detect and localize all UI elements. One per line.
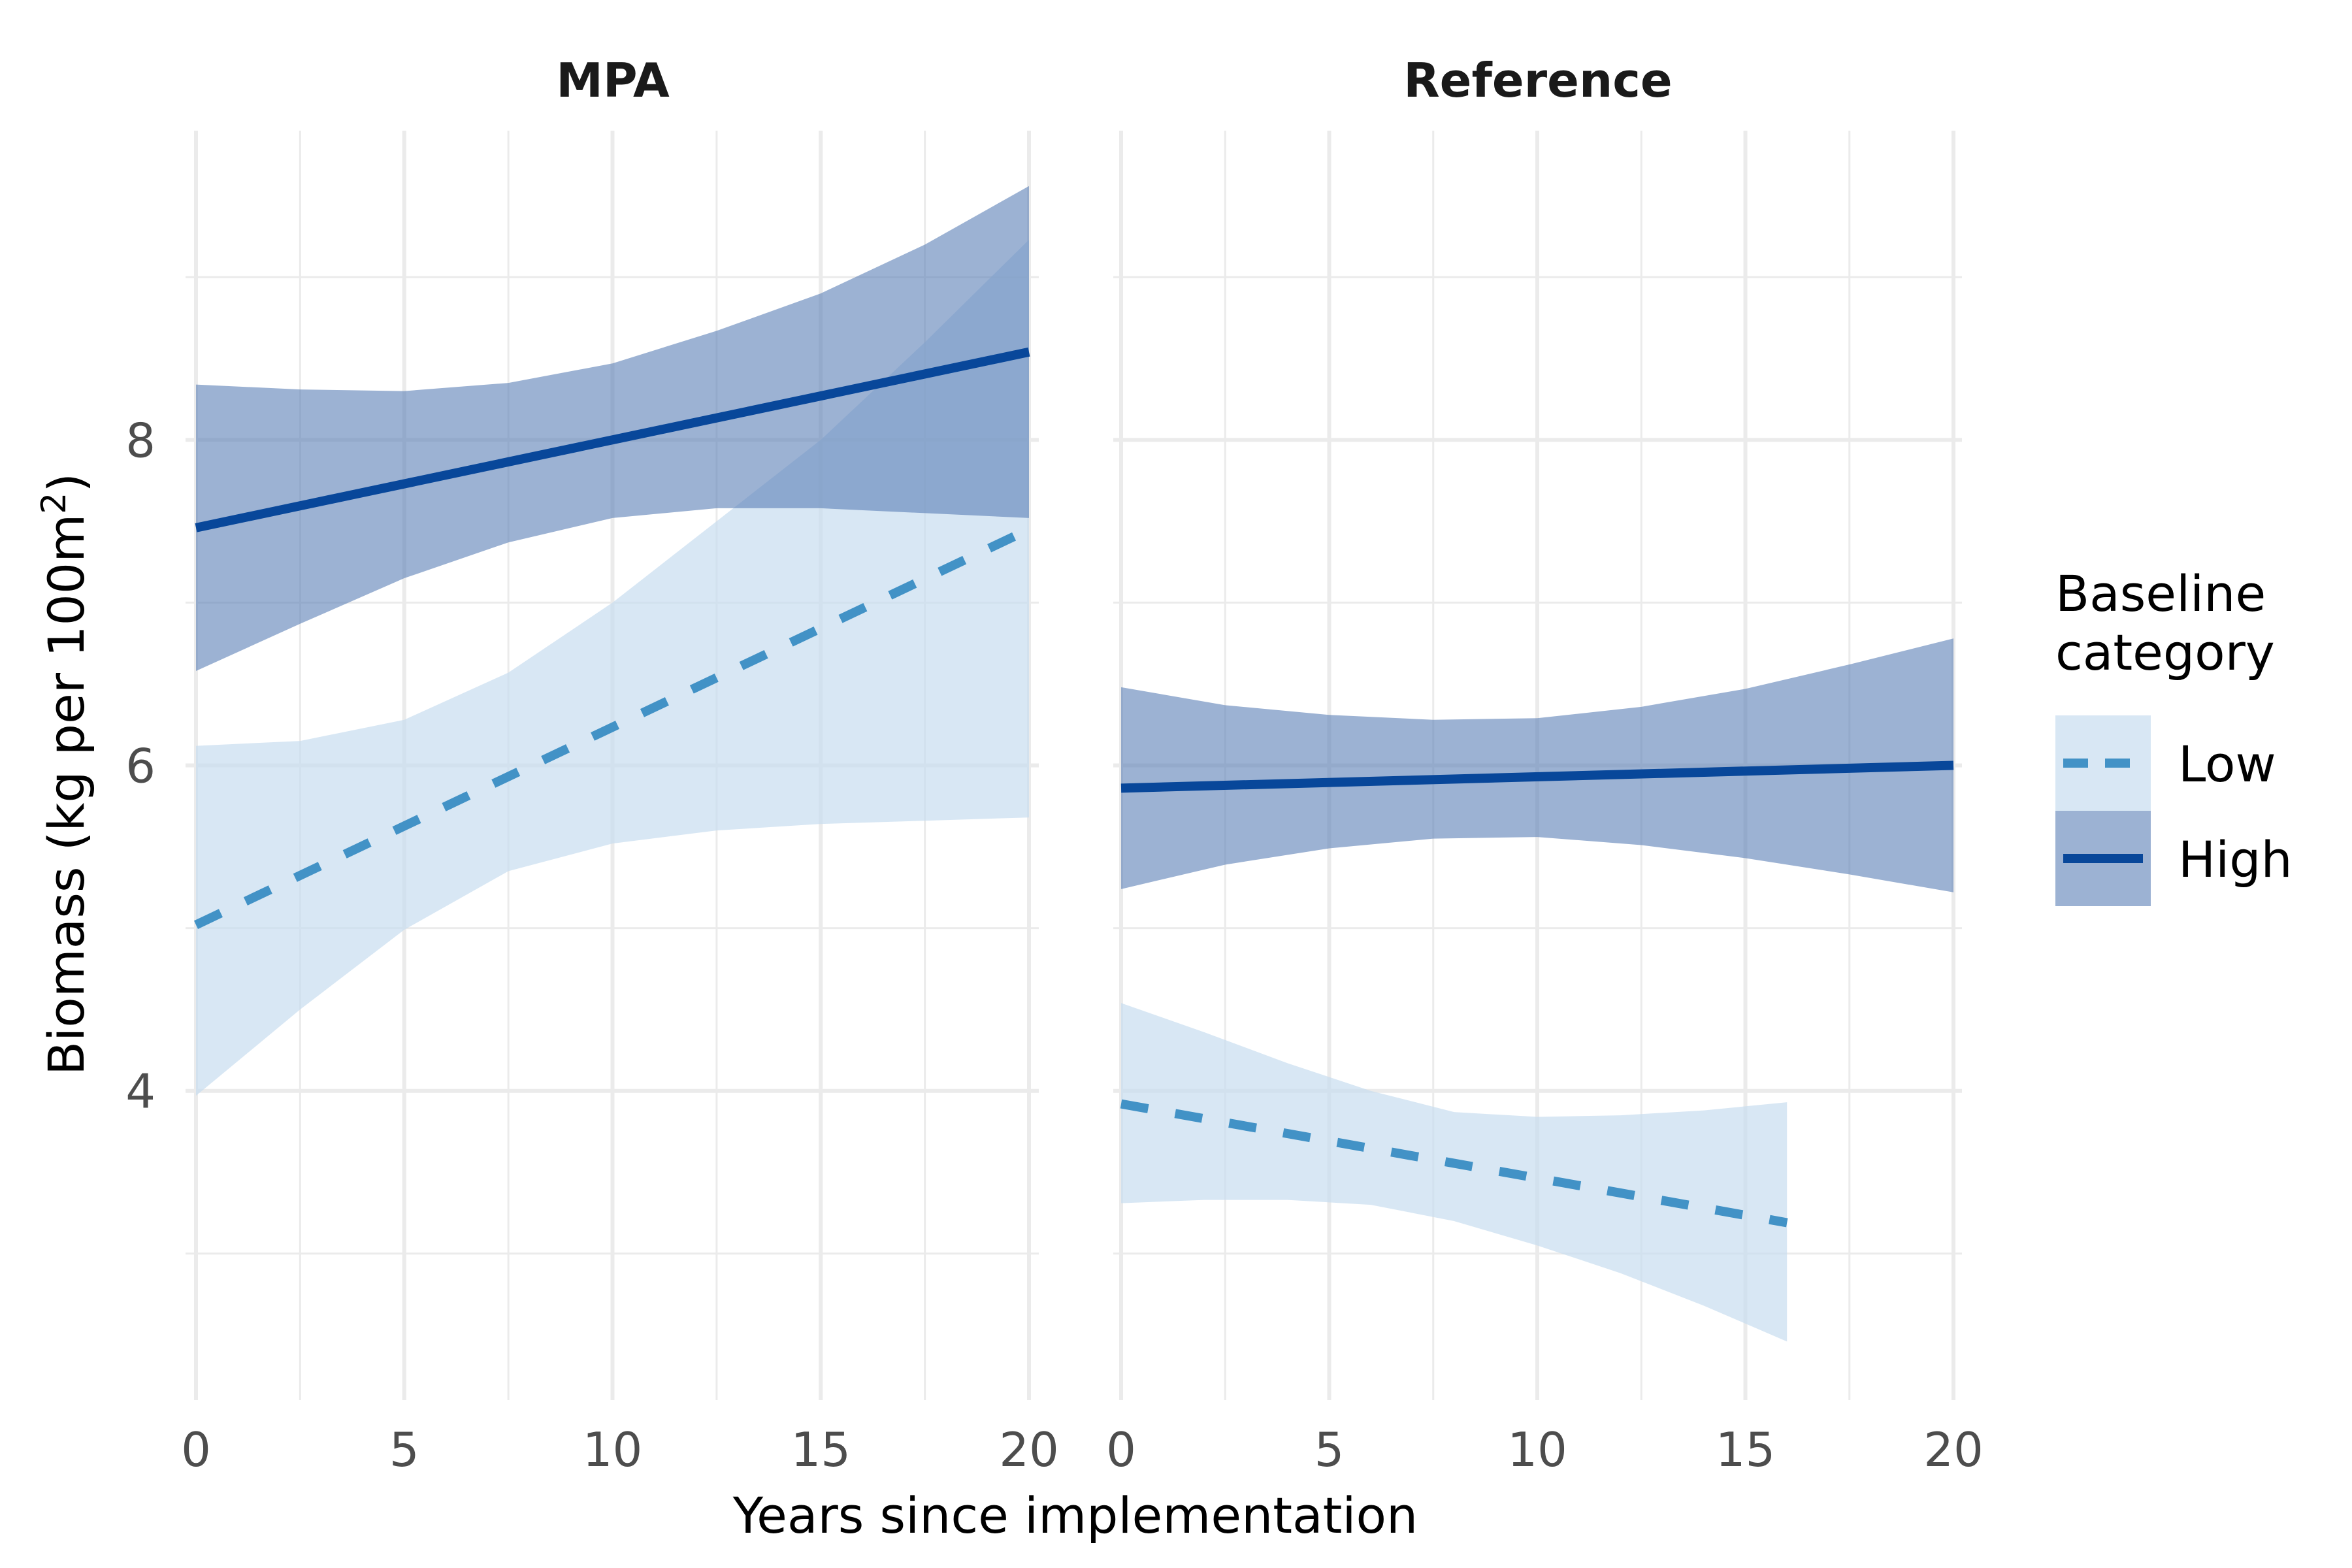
x-tick-label: 20 <box>1923 1422 1984 1477</box>
ribbon-low-reference <box>1121 1003 1788 1342</box>
x-tick-label: 5 <box>389 1422 419 1477</box>
legend-title-line-2: category <box>2055 623 2275 681</box>
reference-strip-label: Reference <box>1403 53 1673 108</box>
y-axis-title-main: Biomass (kg per 100m <box>37 514 95 1075</box>
mpa-strip-label: MPA <box>556 53 670 108</box>
legend-title-line-1: Baseline <box>2055 564 2266 623</box>
x-tick-label: 10 <box>583 1422 643 1477</box>
x-tick-label: 0 <box>181 1422 211 1477</box>
y-tick-label: 6 <box>125 739 155 794</box>
y-tick-label: 4 <box>125 1064 155 1119</box>
ribbon-high-mpa <box>196 186 1029 672</box>
y-axis-tick-labels: 4 6 8 <box>125 413 155 1119</box>
x-tick-label: 20 <box>999 1422 1059 1477</box>
line-high-reference <box>1120 760 1954 793</box>
x-axis-tick-labels: 0 5 10 15 20 0 5 10 15 20 <box>181 1422 1984 1477</box>
x-tick-label: 5 <box>1315 1422 1345 1477</box>
y-tick-label: 8 <box>125 413 155 468</box>
reference-panel-marks <box>1120 638 1954 1342</box>
mpa-panel-marks <box>193 186 1032 1096</box>
line-low-reference <box>1120 1099 1788 1228</box>
y-axis-title-superscript: 2 <box>35 493 74 514</box>
legend-label-low: Low <box>2178 735 2276 793</box>
x-tick-label: 10 <box>1507 1422 1567 1477</box>
y-axis-title: Biomass (kg per 100m2) <box>35 473 95 1075</box>
line-high-mpa <box>195 347 1030 532</box>
x-axis-title: Years since implementation <box>732 1486 1418 1544</box>
x-tick-label: 15 <box>791 1422 851 1477</box>
line-low-mpa <box>193 525 1032 929</box>
legend-label-high: High <box>2178 830 2293 889</box>
x-tick-label: 15 <box>1716 1422 1776 1477</box>
ribbon-high-reference <box>1121 638 1953 892</box>
legend: Baseline category Low High <box>2055 564 2293 906</box>
x-tick-label: 0 <box>1106 1422 1136 1477</box>
y-axis-title-end: ) <box>37 473 95 493</box>
